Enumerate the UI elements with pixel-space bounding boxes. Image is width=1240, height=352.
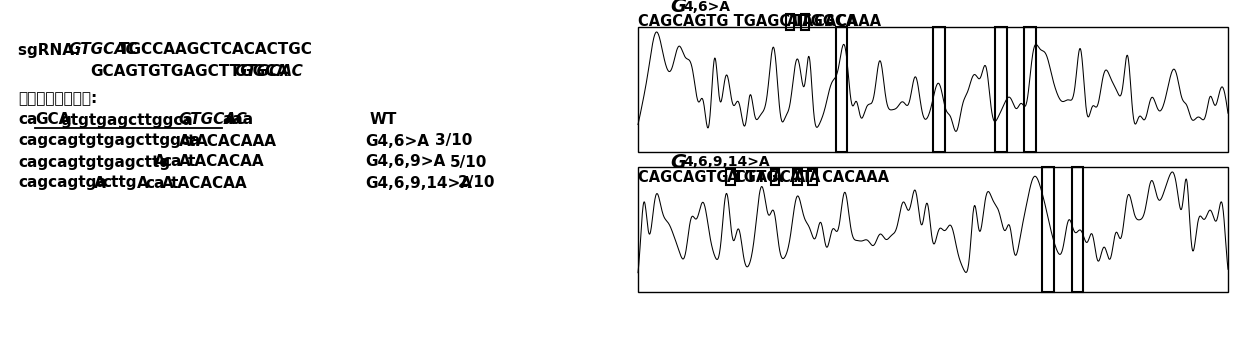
Text: cagcagtgtgagcttg: cagcagtgtgagcttg <box>19 155 170 170</box>
Bar <box>1071 167 1084 292</box>
Text: A: A <box>771 170 784 184</box>
Text: ca: ca <box>162 155 181 170</box>
Text: ca: ca <box>19 113 37 127</box>
Text: CACAAA: CACAAA <box>816 170 889 184</box>
Text: G4,6,9>A: G4,6,9>A <box>365 155 445 170</box>
Text: ca: ca <box>145 176 165 190</box>
Bar <box>727 169 734 185</box>
Text: A: A <box>154 155 165 170</box>
Bar <box>639 167 1228 292</box>
Text: tACACAA: tACACAA <box>187 155 264 170</box>
Text: aaa: aaa <box>222 113 253 127</box>
Text: GCA: GCA <box>35 113 71 127</box>
Bar <box>932 27 945 152</box>
Text: CA: CA <box>779 170 801 184</box>
Text: A: A <box>808 170 821 184</box>
Text: A: A <box>727 170 739 184</box>
Text: A: A <box>179 155 191 170</box>
Bar <box>801 14 808 30</box>
Text: A: A <box>136 176 149 190</box>
Bar <box>786 14 794 30</box>
Text: CTTG: CTTG <box>734 170 784 184</box>
Text: t: t <box>187 133 195 149</box>
Text: A: A <box>786 14 799 30</box>
Bar <box>794 169 801 185</box>
Text: cttg: cttg <box>103 176 138 190</box>
Text: T: T <box>801 170 812 184</box>
Text: tACACAA: tACACAA <box>170 176 247 190</box>
Bar <box>808 169 816 185</box>
Text: A: A <box>801 14 813 30</box>
Text: cagcagtgtgagcttggca: cagcagtgtgagcttggca <box>19 133 200 149</box>
Text: A: A <box>162 176 174 190</box>
Text: cagcagtga: cagcagtga <box>19 176 107 190</box>
Bar <box>1024 27 1037 152</box>
Bar <box>771 169 779 185</box>
Text: ACACAAA: ACACAAA <box>196 133 277 149</box>
Text: A: A <box>794 170 806 184</box>
Bar <box>994 27 1007 152</box>
Text: T: T <box>794 14 805 30</box>
Text: CACAAA: CACAAA <box>808 14 882 30</box>
Text: 突变类型及其比例:: 突变类型及其比例: <box>19 92 97 107</box>
Text: 5/10: 5/10 <box>450 155 487 170</box>
Text: 2/10: 2/10 <box>458 176 496 190</box>
Text: G4,6>A: G4,6>A <box>365 133 429 149</box>
Bar <box>1042 167 1054 292</box>
Text: G: G <box>670 0 686 17</box>
Text: sgRNA:: sgRNA: <box>19 43 86 57</box>
Text: A: A <box>179 133 191 149</box>
Text: GTGCAC: GTGCAC <box>234 64 303 80</box>
Text: GCAGTGTGAGCTTGGCA: GCAGTGTGAGCTTGGCA <box>91 64 288 80</box>
Text: 4,6>A: 4,6>A <box>683 0 730 14</box>
Text: GTGCAC: GTGCAC <box>68 43 138 57</box>
Text: CAGCAGTG TGA: CAGCAGTG TGA <box>639 170 768 184</box>
Text: 4,6,9,14>A: 4,6,9,14>A <box>683 155 770 169</box>
Bar <box>639 27 1228 152</box>
Text: CAGCAGTG TGAGCTTGGCA: CAGCAGTG TGAGCTTGGCA <box>639 14 857 30</box>
Text: G4,6,9,14>A: G4,6,9,14>A <box>365 176 472 190</box>
Text: G: G <box>670 152 686 171</box>
Text: 3/10: 3/10 <box>435 133 472 149</box>
Text: WT: WT <box>370 113 397 127</box>
Text: GTGCAC: GTGCAC <box>179 113 248 127</box>
Text: TGCCAAGCTCACACTGC: TGCCAAGCTCACACTGC <box>119 43 312 57</box>
Bar <box>836 27 847 152</box>
Text: A: A <box>94 176 105 190</box>
Text: gtgtgagcttggca: gtgtgagcttggca <box>61 113 193 127</box>
